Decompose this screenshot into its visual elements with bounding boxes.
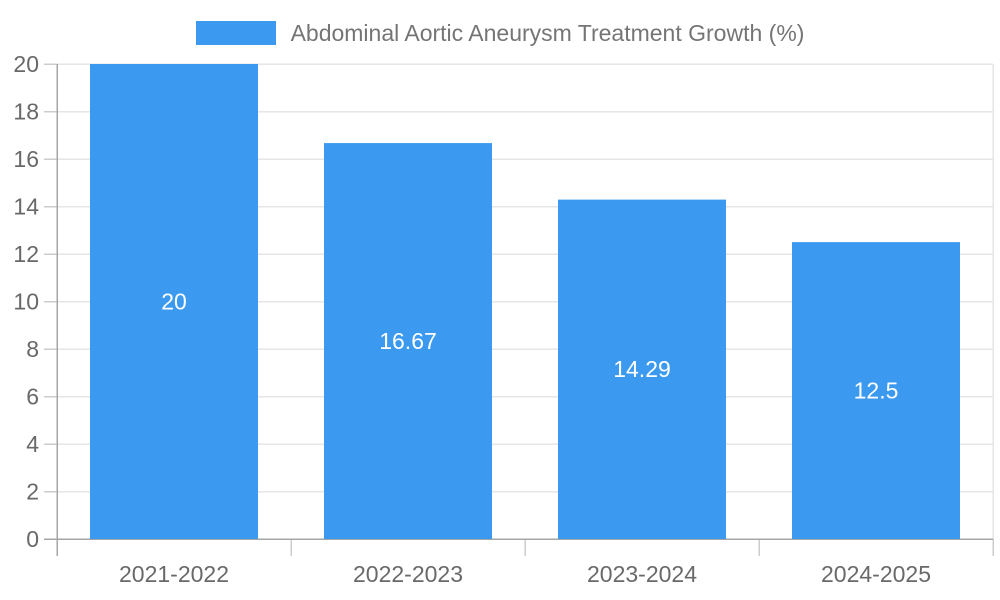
bar-value-label: 16.67 — [379, 328, 437, 354]
bar[interactable] — [792, 242, 960, 539]
chart-title: Abdominal Aortic Aneurysm Treatment Grow… — [290, 19, 805, 46]
y-axis-label: 8 — [26, 336, 39, 362]
chart-legend[interactable]: Abdominal Aortic Aneurysm Treatment Grow… — [0, 21, 1000, 45]
x-axis-label: 2022-2023 — [353, 561, 463, 587]
y-axis-label: 12 — [13, 241, 39, 267]
bar-value-label: 12.5 — [854, 377, 899, 403]
x-axis-label: 2021-2022 — [119, 561, 229, 587]
y-axis-label: 0 — [26, 526, 39, 552]
y-axis-label: 4 — [26, 431, 39, 457]
y-axis-label: 6 — [26, 383, 39, 409]
legend-swatch[interactable] — [195, 21, 276, 45]
y-axis-label: 2 — [26, 478, 39, 504]
bar[interactable] — [90, 64, 258, 539]
y-axis-label: 18 — [13, 98, 39, 124]
bar-value-label: 20 — [161, 288, 187, 314]
x-axis-label: 2023-2024 — [587, 561, 697, 587]
y-axis-label: 14 — [13, 193, 39, 219]
x-axis-label: 2024-2025 — [821, 561, 931, 587]
bar-value-label: 14.29 — [613, 356, 671, 382]
y-axis-label: 20 — [13, 51, 39, 77]
bar[interactable] — [558, 199, 726, 540]
y-axis-label: 16 — [13, 146, 39, 172]
y-axis-label: 10 — [13, 288, 39, 314]
bar[interactable] — [324, 143, 492, 539]
